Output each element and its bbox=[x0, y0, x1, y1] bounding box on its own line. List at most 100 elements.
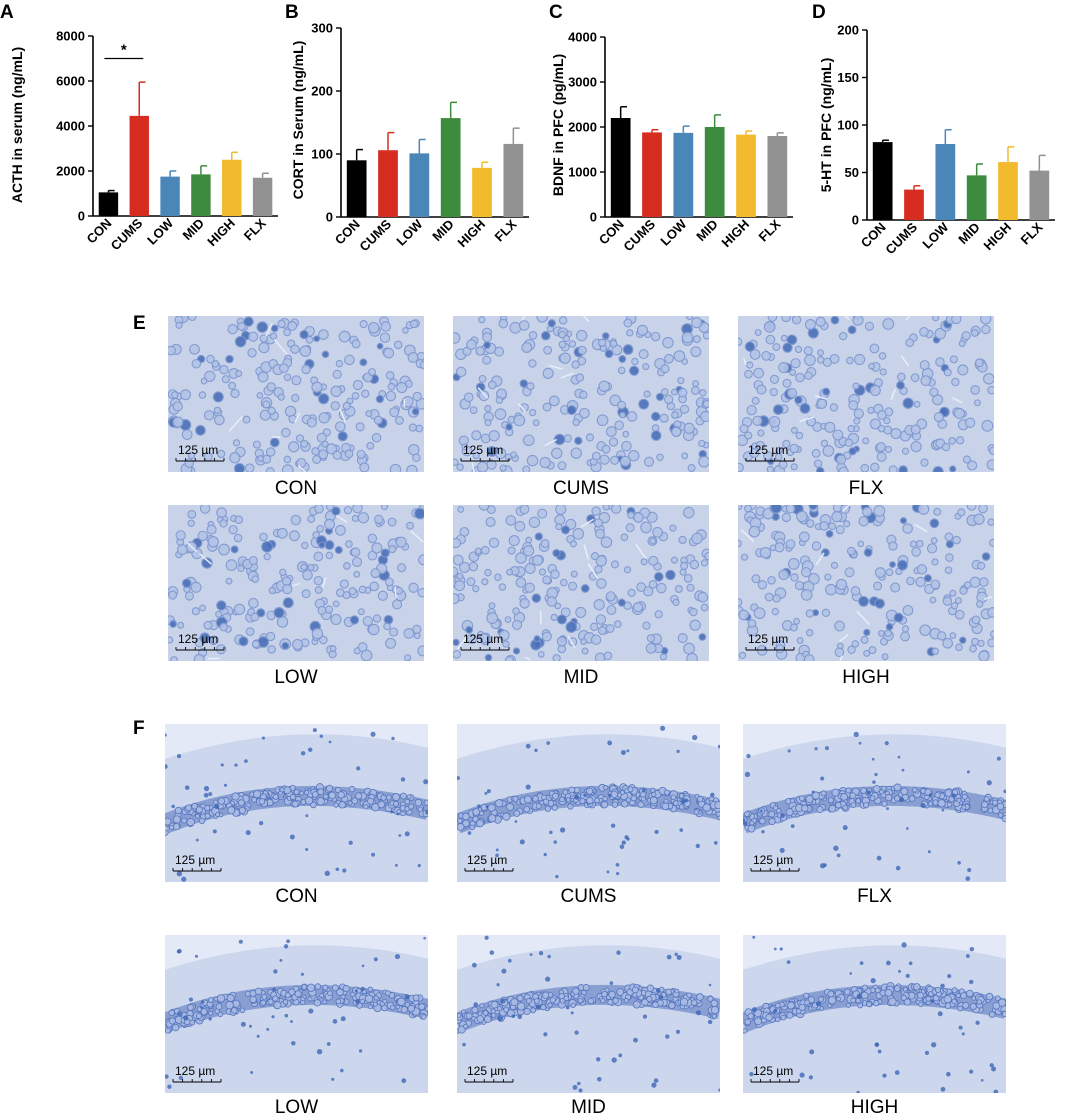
cell-nucleus bbox=[302, 542, 308, 548]
glial-cell bbox=[608, 793, 612, 797]
cell-nucleus bbox=[218, 798, 225, 805]
bar-low bbox=[935, 144, 955, 220]
cell-nucleus bbox=[239, 807, 245, 813]
glial-cell bbox=[341, 1016, 346, 1021]
glial-cell bbox=[969, 980, 973, 984]
cell-nucleus bbox=[282, 577, 290, 585]
cell-nucleus bbox=[368, 323, 379, 334]
glial-cell bbox=[752, 1007, 757, 1012]
cell-nucleus bbox=[883, 319, 894, 330]
cell-nucleus bbox=[844, 521, 850, 527]
glial-cell bbox=[239, 940, 243, 944]
cell-nucleus bbox=[352, 393, 359, 400]
cell-nucleus bbox=[476, 820, 483, 827]
glial-cell bbox=[545, 977, 550, 982]
cell-nucleus bbox=[308, 565, 314, 571]
cell-nucleus bbox=[169, 591, 177, 599]
cell-nucleus bbox=[194, 654, 204, 661]
cell-nucleus bbox=[891, 429, 901, 439]
bar-mid bbox=[191, 174, 210, 216]
cell-nucleus bbox=[268, 407, 275, 414]
cell-nucleus bbox=[216, 812, 220, 816]
cell-nucleus bbox=[804, 347, 812, 355]
cell-nucleus bbox=[843, 805, 848, 810]
cell-nucleus bbox=[863, 802, 868, 807]
cell-nucleus bbox=[293, 640, 303, 650]
cell-nucleus bbox=[335, 546, 342, 553]
glial-cell bbox=[284, 944, 288, 948]
cell-nucleus bbox=[396, 417, 404, 425]
cell-nucleus bbox=[845, 568, 854, 577]
cell-nucleus bbox=[576, 374, 583, 381]
cell-nucleus bbox=[226, 355, 233, 362]
cell-nucleus bbox=[218, 1012, 223, 1017]
glial-cell bbox=[224, 784, 227, 787]
cell-nucleus bbox=[586, 797, 593, 804]
cell-nucleus bbox=[575, 437, 582, 444]
cell-nucleus bbox=[588, 998, 594, 1004]
x-tick-label-cums: CUMS bbox=[620, 216, 658, 254]
glial-cell bbox=[708, 1020, 712, 1024]
cell-nucleus bbox=[188, 1004, 194, 1010]
cell-nucleus bbox=[962, 332, 970, 340]
cell-nucleus bbox=[453, 459, 458, 465]
cell-nucleus bbox=[745, 342, 754, 351]
cell-nucleus bbox=[318, 606, 326, 614]
glial-cell bbox=[621, 750, 626, 755]
glial-cell bbox=[214, 804, 219, 809]
glial-cell bbox=[957, 861, 961, 865]
cell-nucleus bbox=[485, 420, 491, 426]
cell-nucleus bbox=[489, 538, 498, 547]
x-tick-label-low: LOW bbox=[657, 216, 690, 249]
glial-cell bbox=[774, 948, 777, 951]
cell-nucleus bbox=[779, 363, 789, 373]
glial-cell bbox=[837, 854, 841, 858]
glial-cell bbox=[371, 853, 375, 857]
cell-nucleus bbox=[282, 428, 291, 437]
cell-nucleus bbox=[960, 587, 967, 594]
cell-nucleus bbox=[305, 790, 309, 794]
cell-nucleus bbox=[267, 383, 275, 391]
cell-nucleus bbox=[374, 996, 378, 1000]
glial-cell bbox=[809, 1075, 813, 1079]
cell-nucleus bbox=[611, 791, 618, 798]
cell-nucleus bbox=[989, 539, 994, 546]
glial-cell bbox=[898, 970, 901, 973]
cell-nucleus bbox=[262, 994, 267, 999]
cell-nucleus bbox=[921, 376, 931, 386]
cell-nucleus bbox=[300, 330, 308, 338]
cell-nucleus bbox=[951, 603, 957, 609]
cell-nucleus bbox=[453, 333, 460, 343]
cell-nucleus bbox=[586, 434, 593, 441]
cell-nucleus bbox=[295, 991, 301, 997]
glial-cell bbox=[925, 1051, 929, 1055]
cell-nucleus bbox=[831, 562, 837, 568]
cell-nucleus bbox=[611, 505, 620, 513]
cell-nucleus bbox=[480, 1004, 484, 1008]
cell-nucleus bbox=[601, 537, 612, 548]
cell-nucleus bbox=[738, 338, 742, 345]
cell-nucleus bbox=[564, 996, 569, 1001]
cell-nucleus bbox=[608, 999, 613, 1004]
cell-nucleus bbox=[372, 543, 382, 553]
cell-nucleus bbox=[833, 430, 843, 440]
cell-nucleus bbox=[453, 639, 459, 645]
cell-nucleus bbox=[412, 408, 418, 414]
micrograph-cortex: 125 µm bbox=[168, 505, 424, 661]
bar-cums bbox=[904, 190, 924, 220]
cell-nucleus bbox=[933, 316, 939, 321]
cell-nucleus bbox=[673, 599, 679, 605]
cell-nucleus bbox=[239, 637, 248, 646]
cell-nucleus bbox=[758, 581, 766, 589]
cell-nucleus bbox=[331, 386, 341, 396]
cell-nucleus bbox=[1002, 816, 1006, 822]
cell-nucleus bbox=[533, 420, 539, 426]
cell-nucleus bbox=[421, 1015, 426, 1020]
cell-nucleus bbox=[282, 642, 289, 649]
cell-nucleus bbox=[208, 998, 213, 1003]
cell-nucleus bbox=[196, 426, 206, 436]
cell-nucleus bbox=[862, 985, 867, 990]
y-tick-label: 300 bbox=[311, 21, 333, 36]
cell-nucleus bbox=[906, 339, 914, 347]
cell-nucleus bbox=[508, 547, 515, 554]
